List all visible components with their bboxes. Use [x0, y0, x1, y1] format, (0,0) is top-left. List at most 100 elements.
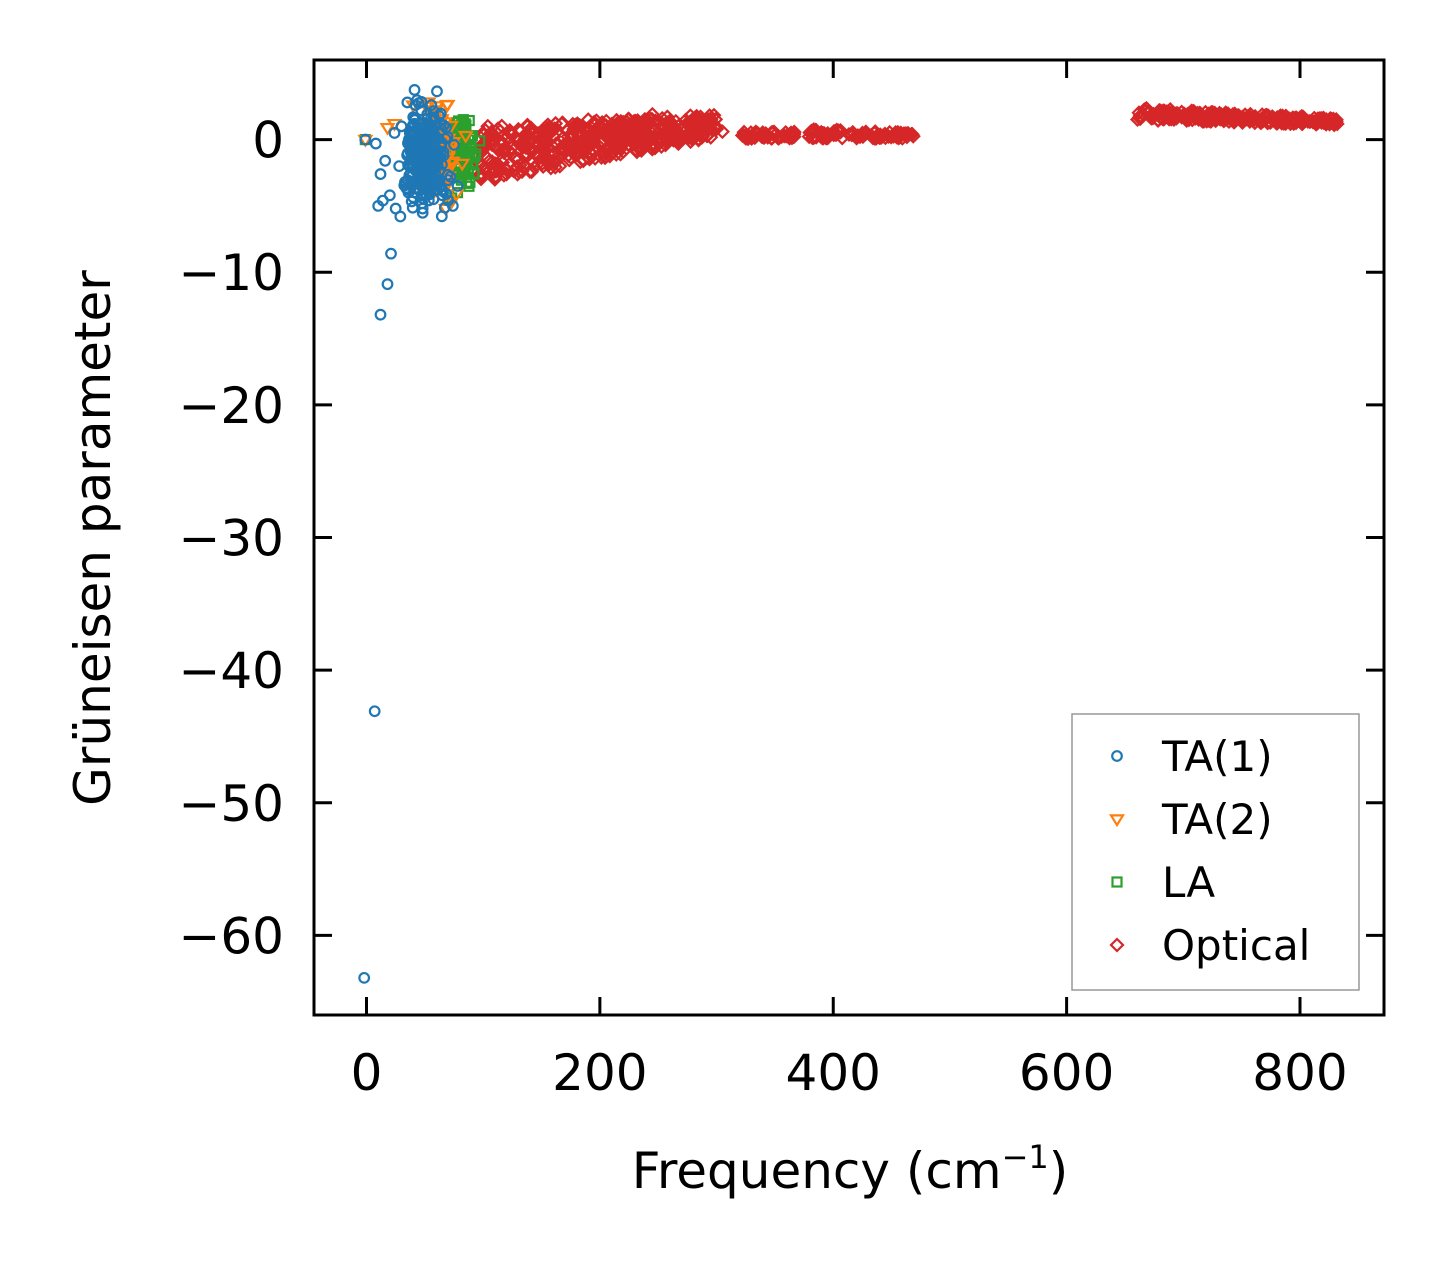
data-point-optical: [1155, 103, 1171, 119]
data-point-optical: [1274, 115, 1290, 131]
data-point-optical: [863, 127, 879, 143]
data-point-optical: [580, 112, 596, 128]
data-point-optical: [515, 134, 531, 150]
data-point-optical: [618, 129, 634, 145]
data-point-optical: [615, 114, 631, 130]
data-point-optical: [670, 118, 686, 134]
data-point-optical: [592, 120, 608, 136]
data-point-ta-1-: [444, 170, 457, 183]
data-point-optical: [685, 117, 701, 133]
data-point-optical: [567, 117, 583, 133]
data-point-ta-1-: [393, 160, 406, 173]
data-point-ta-1-: [422, 140, 435, 153]
legend-entries: TA(1) TA(2) LA Optical: [1109, 732, 1310, 970]
x-axis-label: Frequency (cm−1): [632, 1138, 1069, 1200]
data-point-ta-1-: [395, 120, 408, 133]
data-point-ta-1-: [368, 705, 381, 718]
data-point-ta-1-: [402, 186, 415, 199]
data-point-optical: [606, 141, 622, 157]
data-point-optical: [535, 138, 551, 154]
data-point-ta-1-: [414, 117, 427, 130]
data-point-optical: [1235, 109, 1251, 125]
data-point-ta-1-: [359, 133, 372, 146]
x-axis-label-close: ): [1049, 1142, 1069, 1200]
data-point-optical: [487, 171, 503, 187]
y-tick-label: −20: [178, 377, 284, 435]
data-point-ta-2-: [444, 156, 461, 170]
data-point-optical: [662, 113, 678, 129]
data-point-ta-1-: [416, 192, 429, 204]
data-point-optical: [541, 153, 557, 169]
y-tick-label: −60: [178, 907, 284, 965]
data-point-ta-1-: [379, 154, 392, 167]
legend: TA(1) TA(2) LA Optical: [1071, 713, 1360, 991]
data-point-ta-1-: [446, 200, 459, 212]
data-point-ta-1-: [408, 84, 421, 96]
data-point-ta-1-: [451, 180, 464, 192]
data-point-optical: [1274, 108, 1291, 124]
data-point-ta-1-: [431, 85, 443, 98]
data-point-optical: [512, 123, 528, 139]
data-point-optical: [488, 163, 504, 179]
data-point-optical: [1132, 108, 1149, 124]
x-tick-label: 600: [1019, 1044, 1114, 1102]
data-point-optical: [778, 128, 794, 144]
y-tick-label: −40: [178, 642, 284, 700]
data-point-optical: [629, 142, 645, 158]
x-axis-label-superscript: −1: [1002, 1138, 1049, 1176]
data-point-la: [468, 168, 480, 180]
data-point-la: [463, 145, 475, 158]
data-point-ta-1-: [374, 168, 387, 180]
data-point-optical: [531, 149, 547, 165]
series-layer: [357, 84, 1345, 984]
legend-marker-optical: [1109, 937, 1125, 953]
legend-label-ta-1-: TA(1): [1161, 732, 1273, 781]
data-point-optical: [498, 166, 515, 182]
data-point-ta-2-: [357, 134, 374, 148]
data-point-ta-1-: [394, 210, 407, 223]
data-point-optical: [484, 137, 500, 153]
data-point-ta-1-: [404, 166, 417, 179]
data-point-optical: [1205, 104, 1221, 120]
data-point-optical: [545, 153, 561, 169]
data-point-ta-1-: [399, 176, 411, 188]
data-point-ta-1-: [437, 149, 450, 162]
data-point-optical: [488, 156, 504, 172]
data-point-optical: [606, 138, 622, 154]
data-point-optical: [555, 139, 571, 155]
data-point-optical: [874, 128, 890, 144]
data-point-optical: [1131, 105, 1147, 121]
data-point-ta-1-: [369, 137, 382, 150]
data-point-optical: [763, 130, 779, 146]
data-point-optical: [1328, 112, 1344, 128]
data-point-la: [463, 114, 475, 127]
data-point-ta-1-: [432, 109, 445, 122]
data-point-ta-1-: [388, 127, 401, 139]
data-point-optical: [1312, 111, 1328, 127]
data-point-optical: [1242, 106, 1258, 122]
data-point-optical: [833, 123, 849, 139]
data-point-ta-1-: [424, 173, 437, 186]
data-point-ta-2-: [454, 158, 471, 172]
data-point-optical: [812, 125, 828, 142]
data-point-optical: [524, 132, 540, 148]
data-point-optical: [1202, 113, 1218, 129]
data-point-ta-1-: [416, 206, 429, 219]
legend-label-optical: Optical: [1162, 921, 1310, 970]
data-point-optical: [1260, 108, 1276, 124]
data-point-optical: [512, 157, 528, 173]
data-point-la: [474, 135, 486, 147]
y-axis-label: Grüneisen parameter: [64, 270, 122, 806]
data-point-optical: [785, 125, 801, 141]
data-point-optical: [546, 121, 562, 137]
plot-frame: [312, 58, 1386, 1017]
data-point-optical: [594, 135, 610, 151]
series-optical: [470, 100, 1345, 187]
data-point-ta-1-: [434, 107, 447, 120]
data-point-optical: [638, 129, 655, 145]
data-point-optical: [658, 125, 674, 142]
data-point-optical: [513, 162, 529, 178]
data-point-optical: [1175, 108, 1191, 124]
data-point-optical: [481, 153, 497, 169]
